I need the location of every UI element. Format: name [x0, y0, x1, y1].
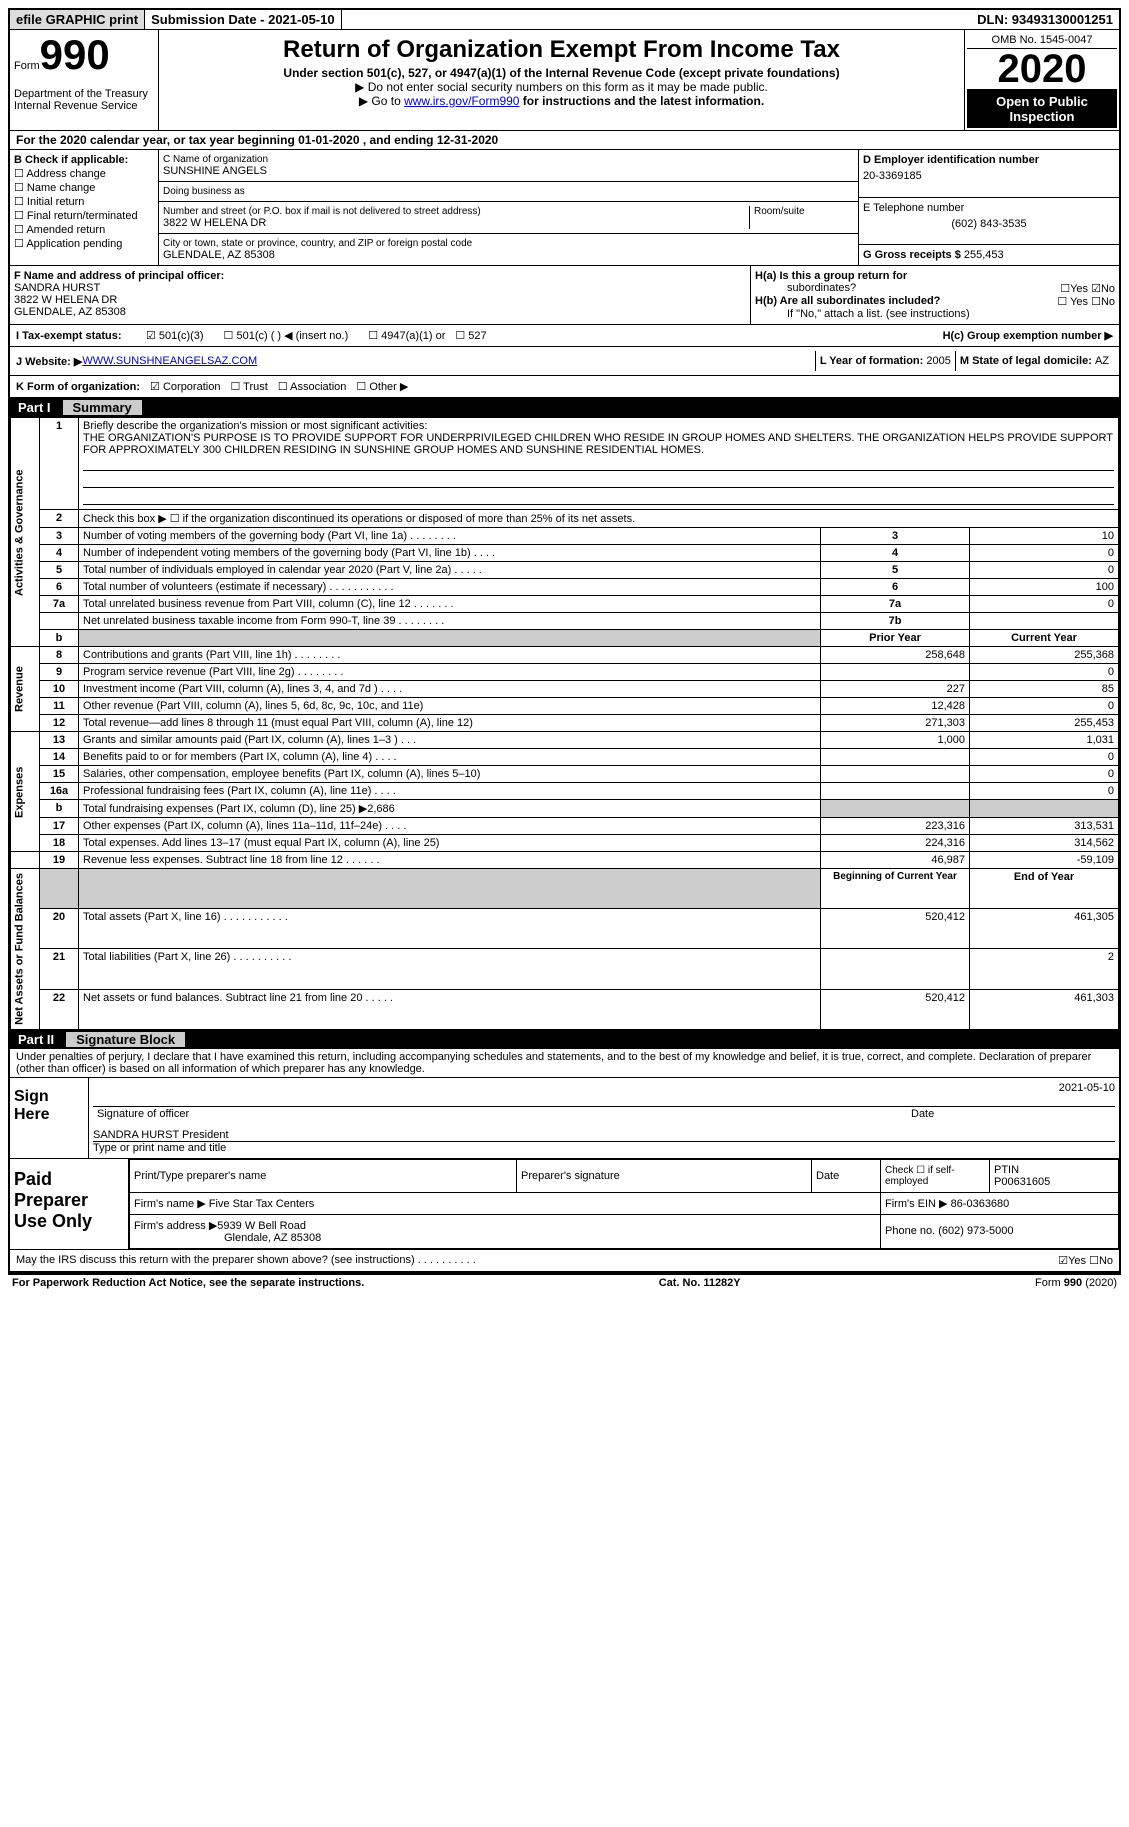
title-cell: Return of Organization Exempt From Incom… — [159, 30, 964, 130]
dln: DLN: 93493130001251 — [971, 10, 1119, 29]
check-if-applicable: B Check if applicable: ☐ Address change … — [10, 150, 159, 265]
check-corp[interactable]: ☑ Corporation — [150, 380, 220, 393]
preparer-section: Paid Preparer Use Only Print/Type prepar… — [10, 1159, 1119, 1250]
efile-print[interactable]: efile GRAPHIC print — [10, 10, 145, 29]
check-amended[interactable]: ☐ Amended return — [14, 223, 154, 236]
check-4947[interactable]: ☐ 4947(a)(1) or — [368, 329, 445, 342]
city-row: City or town, state or province, country… — [159, 234, 858, 265]
preparer-table: Print/Type preparer's name Preparer's si… — [129, 1159, 1119, 1249]
top-bar: efile GRAPHIC print Submission Date - 20… — [10, 10, 1119, 30]
website-row: J Website: ▶ WWW.SUNSHNEANGELSAZ.COM L Y… — [10, 347, 1119, 376]
org-info: C Name of organization SUNSHINE ANGELS D… — [159, 150, 858, 265]
sign-here-section: Sign Here 2021-05-10 Signature of office… — [10, 1077, 1119, 1159]
org-name-row: C Name of organization SUNSHINE ANGELS — [159, 150, 858, 182]
year-cell: OMB No. 1545-0047 2020 Open to Public In… — [964, 30, 1119, 130]
instr-2: ▶ Go to www.irs.gov/Form990 for instruct… — [163, 94, 960, 108]
check-final[interactable]: ☐ Final return/terminated — [14, 209, 154, 222]
vert-governance: Activities & Governance — [11, 418, 40, 647]
check-527[interactable]: ☐ 527 — [455, 329, 486, 342]
check-addr[interactable]: ☐ Address change — [14, 167, 154, 180]
right-info: D Employer identification number 20-3369… — [858, 150, 1119, 265]
vert-expenses: Expenses — [11, 732, 40, 852]
submission-date: Submission Date - 2021-05-10 — [145, 10, 342, 29]
form-title: Return of Organization Exempt From Incom… — [163, 36, 960, 64]
form-header: Form990 Department of the Treasury Inter… — [10, 30, 1119, 131]
part-2-header: Part II Signature Block — [10, 1030, 1119, 1049]
form-990-container: efile GRAPHIC print Submission Date - 20… — [8, 8, 1121, 1275]
officer-cell: F Name and address of principal officer:… — [10, 266, 751, 324]
check-name[interactable]: ☐ Name change — [14, 181, 154, 194]
status-row: I Tax-exempt status: ☑ 501(c)(3) ☐ 501(c… — [10, 325, 1119, 347]
dba-row: Doing business as — [159, 182, 858, 202]
discuss-row: May the IRS discuss this return with the… — [10, 1250, 1119, 1273]
dept-treasury: Department of the Treasury Internal Reve… — [14, 88, 154, 112]
preparer-label: Paid Preparer Use Only — [10, 1159, 129, 1249]
check-app[interactable]: ☐ Application pending — [14, 237, 154, 250]
open-to-public: Open to Public Inspection — [967, 90, 1117, 128]
officer-row: F Name and address of principal officer:… — [10, 266, 1119, 325]
check-501c[interactable]: ☐ 501(c) ( ) ◀ (insert no.) — [224, 329, 349, 342]
form-number-cell: Form990 Department of the Treasury Inter… — [10, 30, 159, 130]
sig-content: 2021-05-10 Signature of officer Date SAN… — [89, 1078, 1119, 1158]
summary-table: Activities & Governance 1 Briefly descri… — [10, 417, 1119, 1030]
check-trust[interactable]: ☐ Trust — [230, 380, 267, 393]
form-prefix: Form — [14, 60, 40, 72]
addr-row: Number and street (or P.O. box if mail i… — [159, 202, 858, 234]
instr-1: ▶ Do not enter social security numbers o… — [163, 80, 960, 94]
check-initial[interactable]: ☐ Initial return — [14, 195, 154, 208]
vert-netassets: Net Assets or Fund Balances — [11, 869, 40, 1030]
penalty-text: Under penalties of perjury, I declare th… — [10, 1049, 1119, 1077]
check-501c3[interactable]: ☑ 501(c)(3) — [146, 329, 204, 342]
tax-year: 2020 — [967, 49, 1117, 90]
check-other[interactable]: ☐ Other ▶ — [356, 380, 408, 393]
bottom-row: For Paperwork Reduction Act Notice, see … — [8, 1275, 1121, 1291]
org-form-row: K Form of organization: ☑ Corporation ☐ … — [10, 376, 1119, 398]
tax-year-row: For the 2020 calendar year, or tax year … — [10, 131, 1119, 150]
form-subtitle: Under section 501(c), 527, or 4947(a)(1)… — [163, 66, 960, 80]
website-link[interactable]: WWW.SUNSHNEANGELSAZ.COM — [82, 355, 257, 367]
vert-revenue: Revenue — [11, 647, 40, 732]
h-cell: H(a) Is this a group return for subordin… — [751, 266, 1119, 324]
section-a: B Check if applicable: ☐ Address change … — [10, 150, 1119, 266]
irs-link[interactable]: www.irs.gov/Form990 — [404, 94, 519, 108]
form-number: 990 — [40, 31, 110, 78]
sign-here-label: Sign Here — [10, 1078, 89, 1158]
check-assoc[interactable]: ☐ Association — [278, 380, 347, 393]
part-1-header: Part I Summary — [10, 398, 1119, 417]
